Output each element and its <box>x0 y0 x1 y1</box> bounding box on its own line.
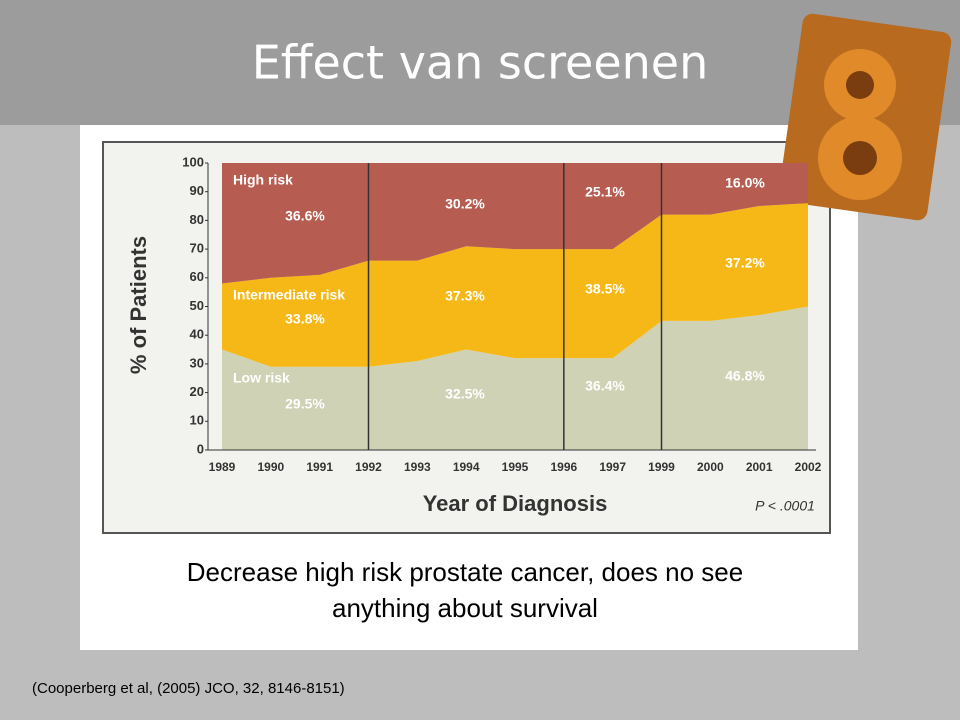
y-tick-label: 0 <box>197 441 204 456</box>
period-percent: 37.2% <box>725 255 765 271</box>
x-tick-label: 1997 <box>599 460 626 474</box>
logo-hole <box>846 71 874 99</box>
citation: (Cooperberg et al, (2005) JCO, 32, 8146-… <box>32 680 345 697</box>
y-tick-label: 20 <box>190 384 204 399</box>
y-tick-label: 60 <box>190 269 204 284</box>
period-percent: 30.2% <box>445 196 485 212</box>
series-label: Intermediate risk <box>233 287 345 303</box>
x-tick-label: 1994 <box>453 460 480 474</box>
x-tick-label: 1996 <box>550 460 577 474</box>
p-value: P < .0001 <box>755 498 815 514</box>
y-tick-label: 30 <box>190 355 204 370</box>
period-percent: 16.0% <box>725 175 765 191</box>
y-tick-label: 90 <box>190 183 204 198</box>
caption-line: Decrease high risk prostate cancer, does… <box>187 557 743 587</box>
x-tick-label: 2000 <box>697 460 724 474</box>
x-tick-label: 1999 <box>648 460 675 474</box>
y-tick-label: 70 <box>190 241 204 256</box>
period-percent: 37.3% <box>445 288 485 304</box>
x-tick-label: 2001 <box>746 460 773 474</box>
y-axis-label: % of Patients <box>126 236 151 374</box>
period-percent: 38.5% <box>585 281 625 297</box>
y-tick-label: 80 <box>190 212 204 227</box>
y-tick-label: 10 <box>190 413 204 428</box>
x-tick-label: 1993 <box>404 460 431 474</box>
x-tick-label: 2002 <box>795 460 822 474</box>
x-tick-label: 1989 <box>209 460 236 474</box>
x-axis-label: Year of Diagnosis <box>423 491 608 516</box>
y-tick-label: 100 <box>182 154 204 169</box>
period-percent: 46.8% <box>725 368 765 384</box>
series-label: High risk <box>233 172 293 188</box>
x-tick-label: 1995 <box>502 460 529 474</box>
period-percent: 32.5% <box>445 386 485 402</box>
caption-line: anything about survival <box>332 593 598 623</box>
period-percent: 33.8% <box>285 311 325 327</box>
period-percent: 36.4% <box>585 378 625 394</box>
slide-title: Effect van screenen <box>252 36 709 90</box>
series-label: Low risk <box>233 370 290 386</box>
y-tick-label: 40 <box>190 327 204 342</box>
x-tick-label: 1990 <box>257 460 284 474</box>
period-percent: 36.6% <box>285 208 325 224</box>
y-tick-label: 50 <box>190 298 204 313</box>
logo <box>778 13 952 221</box>
x-tick-label: 1991 <box>306 460 333 474</box>
logo-hole <box>843 141 877 175</box>
x-tick-label: 1992 <box>355 460 382 474</box>
period-percent: 25.1% <box>585 184 625 200</box>
period-percent: 29.5% <box>285 396 325 412</box>
